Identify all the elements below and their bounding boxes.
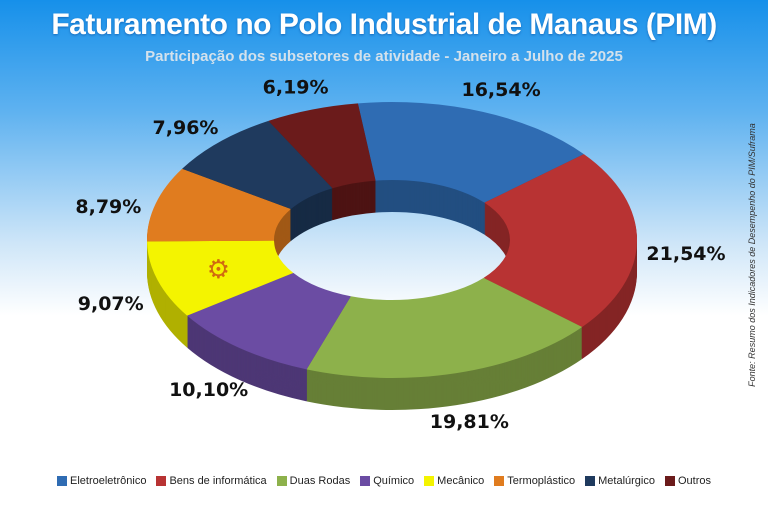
legend-item: Duas Rodas xyxy=(276,475,351,487)
data-label: 21,54% xyxy=(646,243,725,265)
data-label: 10,10% xyxy=(169,379,248,401)
source-note: Fonte: Resumo dos Indicadores de Desempe… xyxy=(747,123,757,387)
data-label: 9,07% xyxy=(78,293,144,315)
legend-label: Eletroeletrônico xyxy=(70,475,147,487)
legend-swatch xyxy=(494,476,505,486)
legend-item: Metalúrgico xyxy=(585,475,655,487)
data-label: 19,81% xyxy=(430,411,509,433)
data-label: 8,79% xyxy=(75,196,141,218)
data-label: 6,19% xyxy=(263,76,329,98)
legend-swatch xyxy=(57,476,67,486)
chart-subtitle: Participação dos subsetores de atividade… xyxy=(145,48,623,65)
legend-label: Outros xyxy=(677,475,711,487)
legend-item: Mecânico xyxy=(424,475,484,487)
legend-item: Eletroeletrônico xyxy=(57,475,146,487)
legend: Eletroeletrônico Bens de informática Duas … xyxy=(0,475,768,487)
donut-slice xyxy=(147,240,294,316)
legend-item: Outros xyxy=(664,475,711,487)
legend-label: Termoplástico xyxy=(507,475,576,487)
legend-swatch xyxy=(585,476,596,486)
data-label: 16,54% xyxy=(461,79,540,101)
legend-label: Químico xyxy=(373,475,415,487)
donut-slice xyxy=(187,272,351,370)
donut-slice xyxy=(306,277,583,378)
donut-slice xyxy=(268,103,376,189)
gears-icon: ⚙ xyxy=(207,254,230,284)
legend-swatch xyxy=(276,476,287,486)
donut-slice xyxy=(357,102,584,203)
donut-slice xyxy=(483,154,638,328)
legend-item: Bens de informática xyxy=(156,475,267,487)
donut-slice xyxy=(147,168,291,242)
chart-title: Faturamento no Polo Industrial de Manaus… xyxy=(51,8,717,41)
data-label: 7,96% xyxy=(153,117,219,139)
legend-label: Bens de informática xyxy=(169,475,267,487)
legend-swatch xyxy=(424,476,435,486)
legend-item: Químico xyxy=(360,475,414,487)
donut-slice xyxy=(182,120,333,210)
legend-swatch xyxy=(156,476,167,486)
legend-item: Termoplástico xyxy=(494,475,575,487)
legend-label: Duas Rodas xyxy=(289,475,351,487)
legend-label: Mecânico xyxy=(437,475,485,487)
legend-label: Metalúrgico xyxy=(598,475,655,487)
legend-swatch xyxy=(664,476,675,486)
legend-swatch xyxy=(360,476,371,486)
